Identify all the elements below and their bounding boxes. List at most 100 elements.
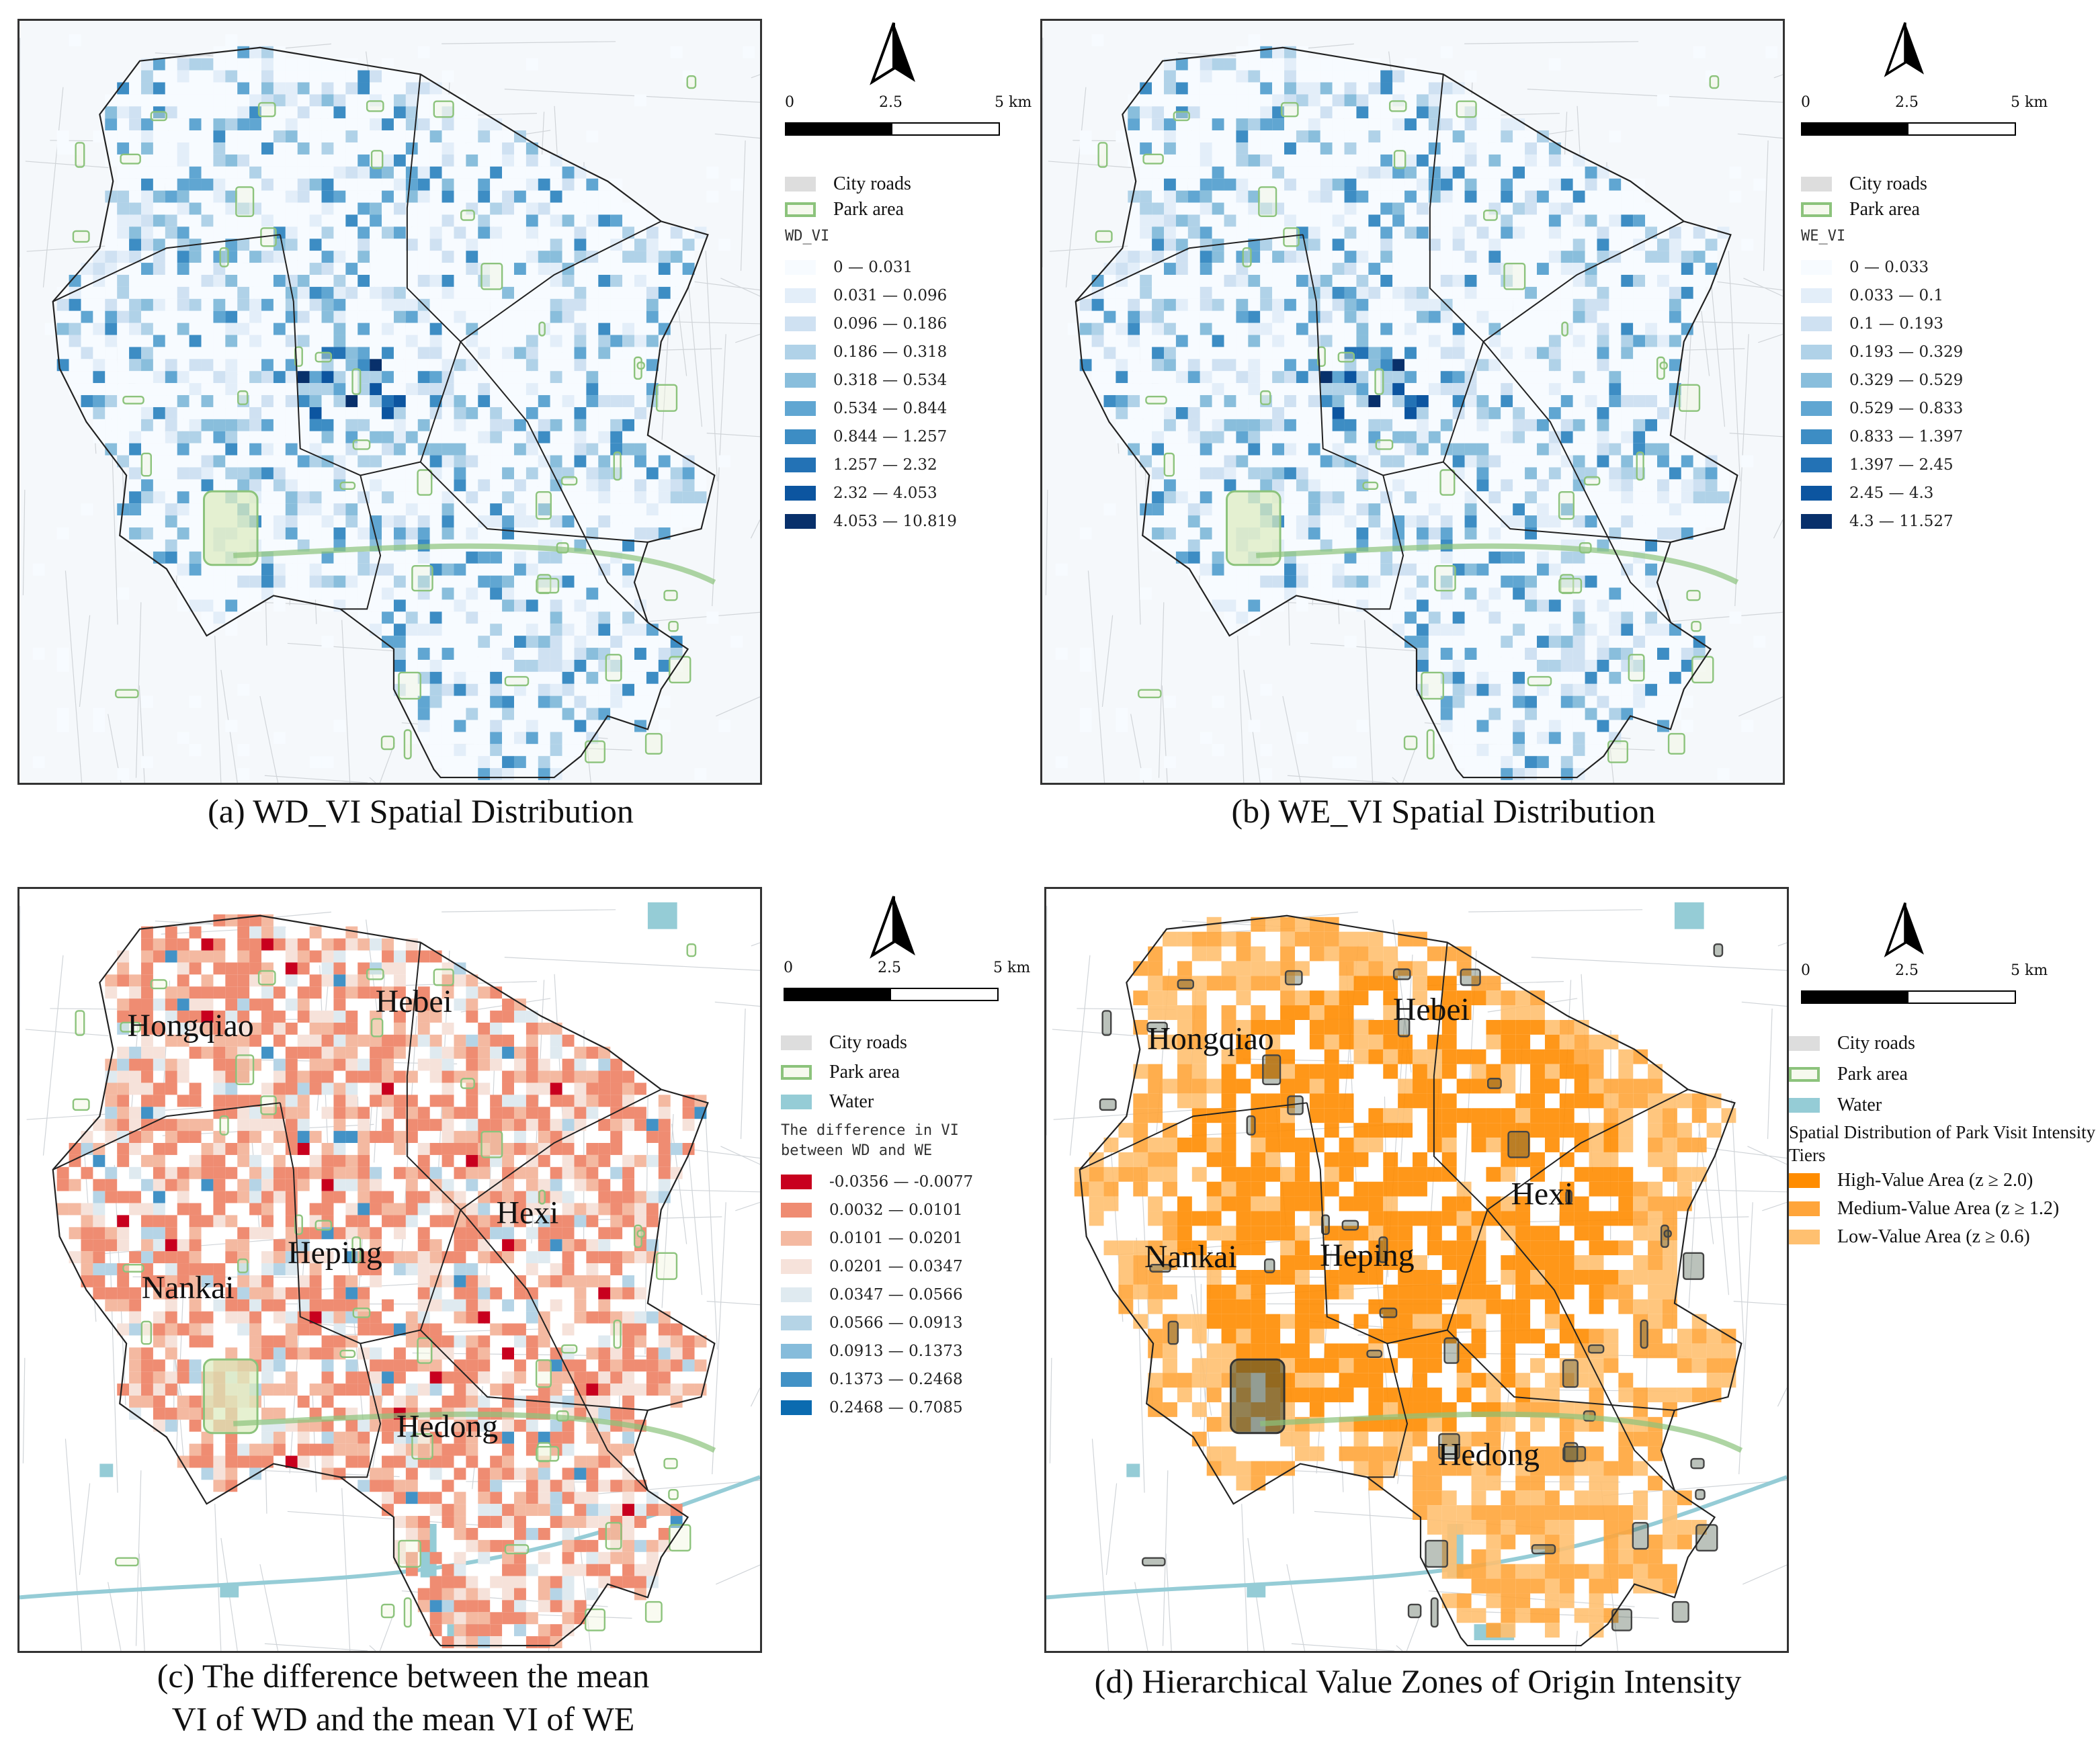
- grid-cell: [1464, 671, 1477, 684]
- grid-cell: [634, 671, 646, 684]
- grid-cell: [261, 539, 274, 552]
- grid-cell: [646, 515, 659, 528]
- grid-cell: [1140, 383, 1152, 396]
- grid-cell: [634, 202, 646, 215]
- grid-cell: [1452, 756, 1465, 769]
- grid-cell: [538, 166, 550, 179]
- grid-cell: [1164, 347, 1176, 359]
- grid-cell: [1416, 178, 1429, 191]
- grid-cell: [1476, 130, 1489, 143]
- grid-cell: [1513, 455, 1525, 468]
- grid-cell: [93, 323, 106, 335]
- park-polygon: [417, 469, 433, 496]
- grid-cell: [1585, 563, 1597, 576]
- grid-cell: [598, 599, 611, 612]
- grid-cell: [1260, 419, 1273, 431]
- grid-cell: [225, 298, 238, 311]
- grid-cell: [129, 419, 142, 431]
- grid-cell: [1585, 383, 1597, 396]
- grid-cell: [1248, 467, 1261, 480]
- grid-cell: [1452, 732, 1465, 744]
- grid-cell: [1116, 130, 1128, 143]
- grid-cell: [1260, 226, 1273, 239]
- grid-cell: [1476, 431, 1489, 443]
- grid-cell: [1152, 407, 1165, 419]
- grid-cell: [1501, 563, 1513, 576]
- grid-cell: [1296, 190, 1308, 203]
- grid-cell: [586, 431, 599, 443]
- grid-cell: [1428, 106, 1441, 119]
- grid-cell: [1428, 275, 1441, 287]
- grid-cell: [1404, 503, 1417, 516]
- grid-cell: [1320, 335, 1333, 347]
- grid-cell: [417, 443, 430, 456]
- grid-cell: [1597, 263, 1609, 275]
- grid-cell: [1356, 70, 1369, 83]
- grid-cell: [393, 624, 406, 636]
- grid-cell: [1548, 695, 1561, 708]
- grid-cell: [81, 359, 93, 372]
- grid-cell: [189, 286, 202, 299]
- grid-cell: [1368, 226, 1381, 239]
- grid-cell: [1416, 359, 1429, 372]
- grid-cell: [1452, 178, 1465, 191]
- grid-cell: [1200, 226, 1212, 239]
- grid-cell: [1296, 178, 1308, 191]
- grid-cell: [682, 239, 695, 251]
- grid-cell: [1152, 286, 1165, 299]
- park-polygon: [1163, 452, 1175, 477]
- grid-cell: [1609, 347, 1622, 359]
- grid-cell: [646, 323, 659, 335]
- grid-cell: [1308, 239, 1320, 251]
- grid-cell: [1572, 695, 1585, 708]
- grid-cell: [285, 275, 298, 287]
- grid-cell: [550, 251, 562, 263]
- grid-cell: [201, 347, 214, 359]
- grid-cell: [1488, 395, 1501, 407]
- grid-cell: [550, 190, 562, 203]
- grid-cell: [1260, 323, 1273, 335]
- grid-cell: [622, 202, 635, 215]
- grid-cell: [1597, 563, 1609, 576]
- grid-cell: [321, 263, 334, 275]
- grid-cell: [165, 106, 177, 119]
- park-polygon: [314, 351, 333, 363]
- grid-cell: [1597, 624, 1609, 636]
- grid-cell: [129, 431, 142, 443]
- grid-cell: [598, 371, 611, 384]
- grid-cell: [93, 371, 106, 384]
- grid-cell: [1621, 323, 1634, 335]
- grid-cell: [1501, 130, 1513, 143]
- grid-cell: [1272, 154, 1285, 167]
- grid-cell: [105, 347, 118, 359]
- grid-cell: [598, 263, 611, 275]
- grid-cell: [1440, 46, 1453, 58]
- grid-cell: [1356, 515, 1369, 528]
- grid-cell: [634, 263, 646, 275]
- grid-cell: [405, 383, 418, 396]
- grid-cell: [466, 515, 478, 528]
- grid-cell: [1164, 539, 1176, 552]
- grid-cell: [1669, 527, 1681, 540]
- grid-cell: [333, 286, 346, 299]
- grid-cell: [513, 166, 526, 179]
- grid-cell: [333, 383, 346, 396]
- grid-cell: [1669, 648, 1681, 660]
- grid-cell: [393, 383, 406, 396]
- grid-cell: [490, 636, 503, 648]
- grid-cell: [1609, 214, 1622, 227]
- grid-cell: [490, 419, 503, 431]
- grid-cell: [586, 239, 599, 251]
- grid-cell: [466, 756, 478, 769]
- grid-cell: [1416, 82, 1429, 95]
- grid-cell: [225, 611, 238, 624]
- park-polygon: [115, 689, 139, 699]
- grid-cell: [1597, 683, 1609, 696]
- grid-cell: [129, 70, 142, 83]
- grid-cell: [1380, 491, 1393, 504]
- grid-cell: [1452, 611, 1465, 624]
- grid-cell: [1308, 515, 1320, 528]
- grid-cell: [586, 467, 599, 480]
- park-polygon: [219, 247, 229, 267]
- park-polygon: [668, 621, 679, 632]
